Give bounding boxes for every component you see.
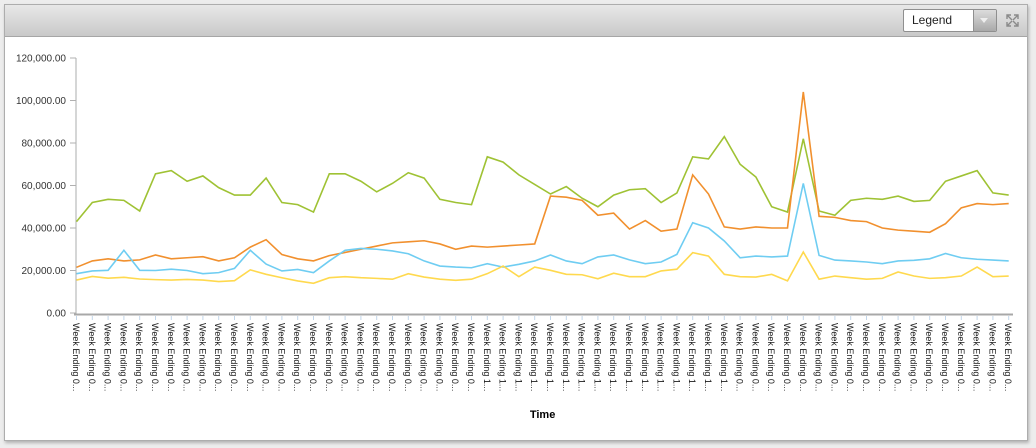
x-tick-label: Week Ending 0... <box>450 323 460 391</box>
x-tick-label: Week Ending 0... <box>814 323 824 391</box>
x-tick-label: Week Ending 1... <box>608 323 618 391</box>
x-tick-label: Week Ending 1... <box>592 323 602 391</box>
expand-icon[interactable] <box>1004 12 1021 29</box>
x-tick-label: Week Ending 1... <box>624 323 634 391</box>
x-tick-label: Week Ending 1... <box>545 323 555 391</box>
x-tick-label: Week Ending 0... <box>861 323 871 391</box>
legend-dropdown-arrow-button[interactable] <box>973 10 996 31</box>
series-line-1 <box>75 135 1009 223</box>
x-tick-label: Week Ending 1... <box>577 323 587 391</box>
legend-dropdown[interactable]: Legend <box>903 9 997 32</box>
x-tick-label: Week Ending 0... <box>340 323 350 391</box>
x-tick-label: Week Ending 1... <box>513 323 523 391</box>
x-tick-label: Week Ending 0... <box>940 323 950 391</box>
y-tick-label: 100,000.00 <box>16 96 66 107</box>
x-axis-title: Time <box>530 409 555 421</box>
x-tick-label: Week Ending 1... <box>561 323 571 391</box>
chart-widget-panel: Legend 0.00 20,000.00 40,000.00 60,000.00 80… <box>4 4 1028 441</box>
x-tick-label: Week Ending 0... <box>893 323 903 391</box>
toolbar: Legend <box>5 5 1027 37</box>
x-tick-label: Week Ending 0... <box>308 323 318 391</box>
x-tick-label: Week Ending 0... <box>735 323 745 391</box>
chart-area: 0.00 20,000.00 40,000.00 60,000.00 80,000.00… <box>5 37 1027 440</box>
y-tick-label: 80,000.00 <box>22 139 67 150</box>
x-tick-label: Week Ending 1... <box>703 323 713 391</box>
x-tick-label: Week Ending 0... <box>387 323 397 391</box>
x-tick-label: Week Ending 0... <box>213 323 223 391</box>
x-tick-label: Week Ending 0... <box>419 323 429 391</box>
legend-dropdown-value: Legend <box>912 13 953 27</box>
chevron-down-icon <box>980 18 988 27</box>
x-tick-label: Week Ending 1... <box>498 323 508 391</box>
x-tick-label: Week Ending 0... <box>434 323 444 391</box>
x-tick-label: Week Ending 0... <box>972 323 982 391</box>
x-tick-label: Week Ending 0... <box>103 323 113 391</box>
x-tick-label: Week Ending 0... <box>877 323 887 391</box>
line-chart: 0.00 20,000.00 40,000.00 60,000.00 80,000.00… <box>16 54 1013 422</box>
x-tick-label: Week Ending 0... <box>245 323 255 391</box>
series-line-3 <box>76 183 1009 275</box>
y-tick-label: 120,000.00 <box>16 54 66 65</box>
x-tick-label: Week Ending 0... <box>908 323 918 391</box>
x-tick-label: Week Ending 0... <box>324 323 334 391</box>
x-tick-label: Week Ending 0... <box>166 323 176 391</box>
x-tick-label: Week Ending 0... <box>355 323 365 391</box>
x-tick-label: Week Ending 0... <box>150 323 160 391</box>
x-tick-label: Week Ending 0... <box>118 323 128 391</box>
x-tick-label: Week Ending 0... <box>292 323 302 391</box>
y-tick-label: 0.00 <box>47 309 67 320</box>
x-tick-label: Week Ending 0... <box>845 323 855 391</box>
x-tick-label: Week Ending 1... <box>529 323 539 391</box>
x-tick-label: Week Ending 1... <box>640 323 650 391</box>
x-tick-label: Week Ending 1... <box>719 323 729 391</box>
x-tick-label: Week Ending 0... <box>924 323 934 391</box>
y-tick-label: 60,000.00 <box>22 181 67 192</box>
x-tick-label: Week Ending 0... <box>782 323 792 391</box>
x-tick-label: Week Ending 0... <box>798 323 808 391</box>
x-tick-label: Week Ending 0... <box>229 323 239 391</box>
x-tick-label: Week Ending 0... <box>987 323 997 391</box>
series-line-4 <box>76 250 1009 285</box>
x-tick-label: Week Ending 0... <box>71 323 81 391</box>
y-tick-label: 20,000.00 <box>22 266 67 277</box>
x-tick-label: Week Ending 0... <box>197 323 207 391</box>
series-line-2 <box>76 91 1009 269</box>
x-tick-label: Week Ending 0... <box>371 323 381 391</box>
x-tick-label: Week Ending 1... <box>687 323 697 391</box>
x-tick-label: Week Ending 0... <box>403 323 413 391</box>
expand-arrows-icon <box>1006 14 1019 27</box>
x-tick-label: Week Ending 1... <box>656 323 666 391</box>
y-tick-label: 40,000.00 <box>22 224 67 235</box>
x-tick-label: Week Ending 0... <box>766 323 776 391</box>
x-tick-label: Week Ending 1... <box>482 323 492 391</box>
x-tick-label: Week Ending 0... <box>134 323 144 391</box>
x-tick-label: Week Ending 0... <box>829 323 839 391</box>
x-tick-label: Week Ending 0... <box>466 323 476 391</box>
x-tick-label: Week Ending 0... <box>956 323 966 391</box>
x-tick-label: Week Ending 0... <box>261 323 271 391</box>
x-tick-label: Week Ending 0... <box>182 323 192 391</box>
x-tick-label: Week Ending 0... <box>87 323 97 391</box>
x-tick-label: Week Ending 1... <box>671 323 681 391</box>
x-tick-label: Week Ending 0... <box>750 323 760 391</box>
x-tick-label: Week Ending 0... <box>1003 323 1013 391</box>
x-tick-label: Week Ending 0... <box>276 323 286 391</box>
